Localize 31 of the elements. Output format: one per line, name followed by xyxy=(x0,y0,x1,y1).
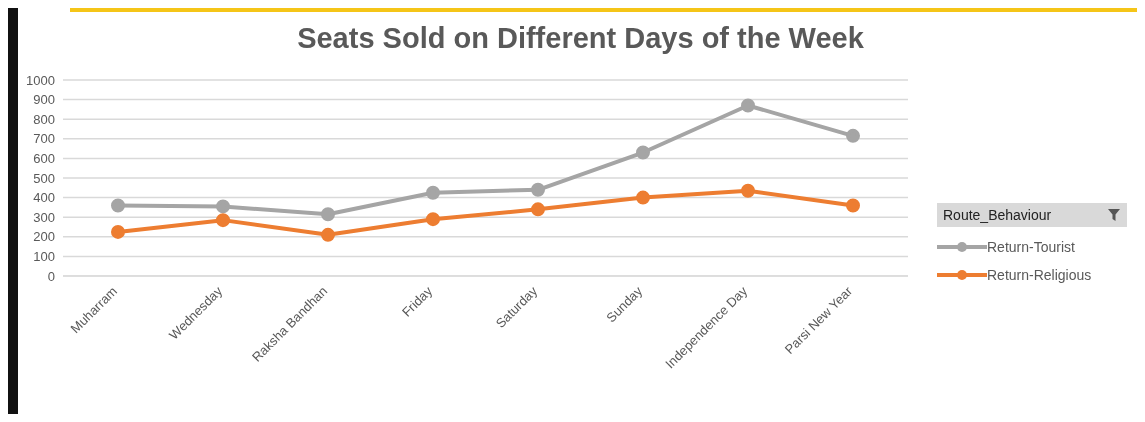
chart-title: Seats Sold on Different Days of the Week xyxy=(296,22,865,55)
point xyxy=(426,185,440,200)
legend-title: Route_Behaviour xyxy=(943,207,1052,223)
y-tick-label: 0 xyxy=(47,268,55,284)
point xyxy=(741,183,755,198)
y-tick-label: 300 xyxy=(33,209,55,225)
point xyxy=(531,202,545,217)
point xyxy=(636,190,650,205)
point xyxy=(741,98,755,113)
point xyxy=(846,198,860,213)
y-tick-label: 600 xyxy=(33,151,55,167)
point xyxy=(636,145,650,160)
point xyxy=(111,198,125,213)
legend-label: Return-Religious xyxy=(987,267,1092,283)
legend-label: Return-Tourist xyxy=(987,239,1075,255)
point xyxy=(111,224,125,239)
y-tick-label: 500 xyxy=(33,170,55,186)
y-tick-label: 200 xyxy=(33,229,55,245)
point xyxy=(216,199,230,214)
y-tick-label: 400 xyxy=(33,190,55,206)
y-tick-label: 800 xyxy=(33,111,55,127)
point xyxy=(846,128,860,143)
point xyxy=(216,213,230,228)
y-tick-label: 1000 xyxy=(26,72,55,88)
point xyxy=(426,212,440,227)
point xyxy=(321,227,335,242)
point xyxy=(531,182,545,197)
point xyxy=(321,207,335,222)
y-tick-label: 700 xyxy=(33,131,55,147)
y-tick-label: 100 xyxy=(33,249,55,265)
y-tick-label: 900 xyxy=(33,92,55,108)
